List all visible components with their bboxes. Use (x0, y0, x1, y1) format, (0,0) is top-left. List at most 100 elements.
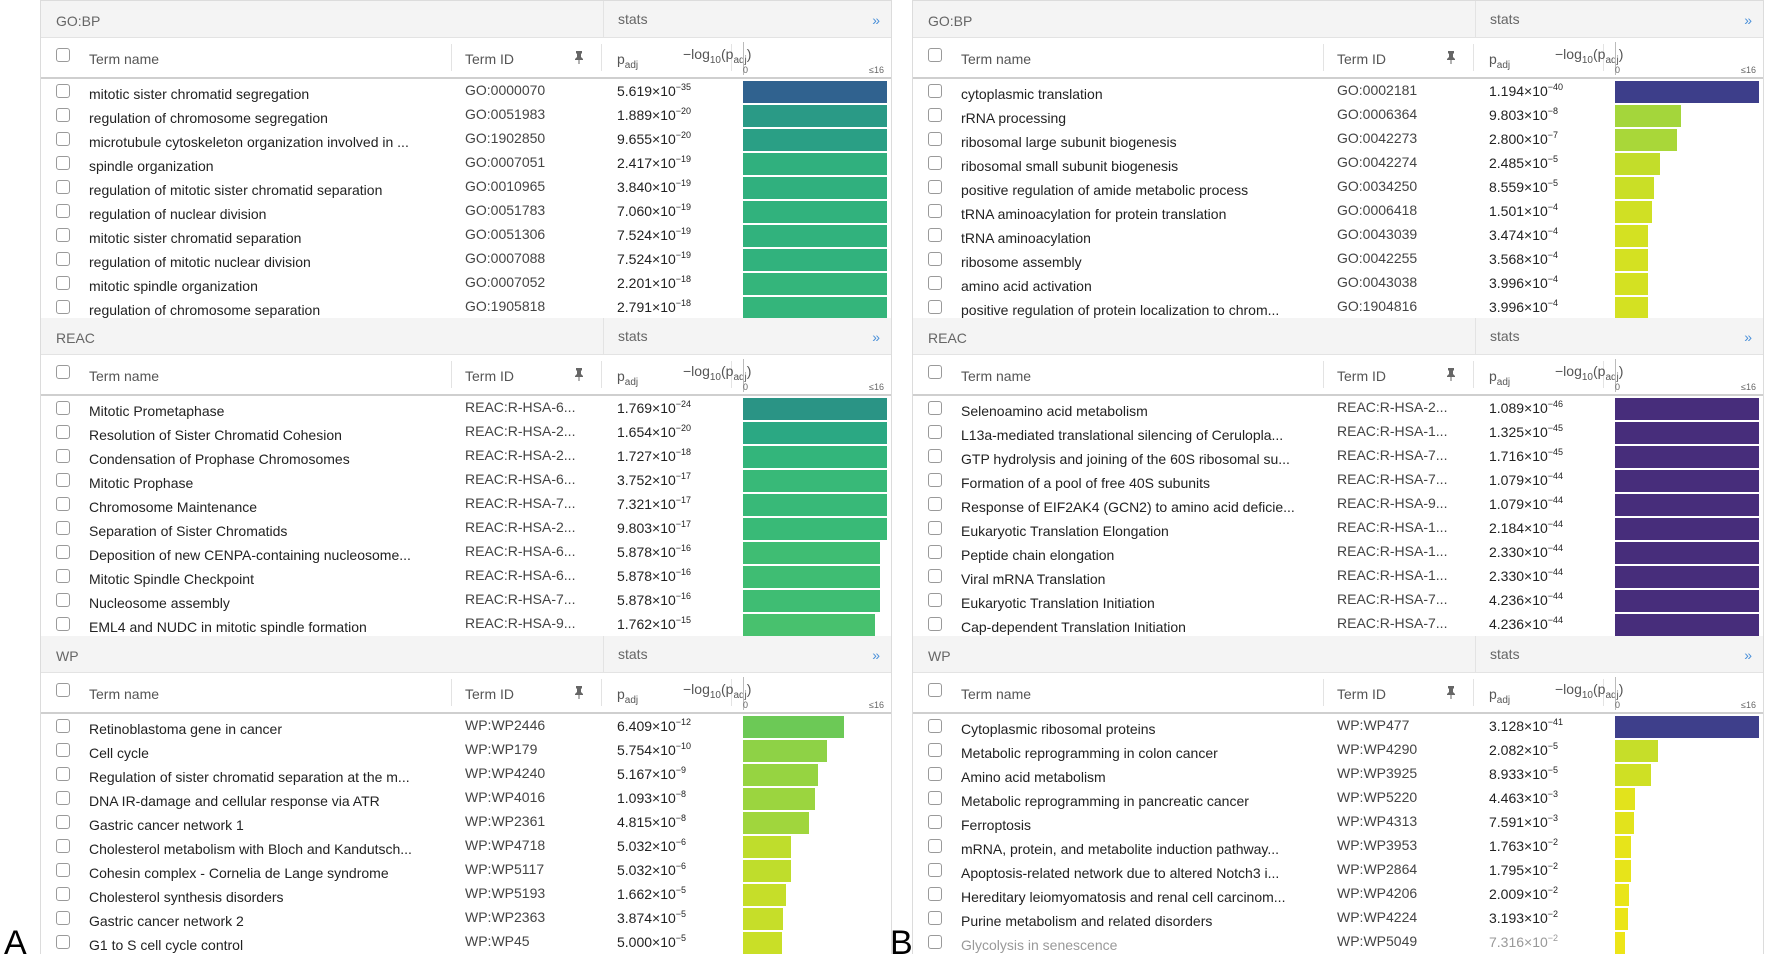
table-row[interactable]: Viral mRNA Translation REAC:R-HSA-1... 2.3… (913, 565, 1763, 589)
log-padj-header[interactable]: −log10(padj) (1555, 681, 1623, 701)
row-checkbox[interactable] (56, 132, 70, 146)
row-checkbox[interactable] (56, 84, 70, 98)
significance-bar[interactable] (743, 422, 887, 444)
significance-bar[interactable] (1615, 542, 1759, 564)
term-id[interactable]: GO:0010965 (465, 178, 546, 194)
term-name[interactable]: cytoplasmic translation (961, 86, 1103, 102)
term-id[interactable]: GO:0042274 (1337, 154, 1418, 170)
term-name-header[interactable]: Term name (961, 686, 1032, 702)
row-checkbox[interactable] (56, 791, 70, 805)
term-name[interactable]: positive regulation of amide metabolic p… (961, 182, 1249, 198)
term-name[interactable]: Selenoamino acid metabolism (961, 403, 1148, 419)
significance-bar[interactable] (743, 494, 887, 516)
row-checkbox[interactable] (928, 839, 942, 853)
term-name-header[interactable]: Term name (89, 51, 160, 67)
row-checkbox[interactable] (56, 425, 70, 439)
select-all-checkbox[interactable] (56, 683, 70, 697)
row-checkbox[interactable] (928, 449, 942, 463)
expand-icon[interactable]: » (1744, 647, 1752, 663)
term-id[interactable]: GO:1904816 (1337, 298, 1418, 314)
log-padj-header[interactable]: −log10(padj) (683, 681, 751, 701)
term-id[interactable]: REAC:R-HSA-7... (1337, 591, 1448, 607)
row-checkbox[interactable] (56, 228, 70, 242)
table-row[interactable]: Eukaryotic Translation Initiation REAC:R-… (913, 589, 1763, 613)
pin-icon[interactable] (573, 50, 585, 64)
table-row[interactable]: Purine metabolism and related disorders W… (913, 907, 1763, 931)
expand-icon[interactable]: » (872, 647, 880, 663)
table-row[interactable]: Gastric cancer network 1 WP:WP2361 4.815×1… (41, 811, 891, 835)
significance-bar[interactable] (1615, 932, 1625, 954)
significance-bar[interactable] (743, 201, 887, 223)
significance-bar[interactable] (1615, 422, 1759, 444)
significance-bar[interactable] (743, 740, 827, 762)
significance-bar[interactable] (743, 81, 887, 103)
term-name[interactable]: positive regulation of protein localizat… (961, 302, 1280, 318)
term-id[interactable]: REAC:R-HSA-6... (465, 471, 576, 487)
term-id[interactable]: REAC:R-HSA-2... (1337, 399, 1448, 415)
term-name[interactable]: regulation of mitotic nuclear division (89, 254, 311, 270)
term-name[interactable]: GTP hydrolysis and joining of the 60S ri… (961, 451, 1290, 467)
table-row[interactable]: regulation of nuclear division GO:0051783… (41, 200, 891, 224)
row-checkbox[interactable] (928, 863, 942, 877)
term-name[interactable]: regulation of nuclear division (89, 206, 267, 222)
term-name[interactable]: mitotic sister chromatid separation (89, 230, 302, 246)
row-checkbox[interactable] (56, 276, 70, 290)
select-all-checkbox[interactable] (928, 683, 942, 697)
row-checkbox[interactable] (928, 228, 942, 242)
significance-bar[interactable] (743, 908, 783, 930)
significance-bar[interactable] (743, 225, 887, 247)
table-row[interactable]: cytoplasmic translation GO:0002181 1.194×1… (913, 80, 1763, 104)
significance-bar[interactable] (1615, 470, 1759, 492)
row-checkbox[interactable] (928, 791, 942, 805)
table-row[interactable]: positive regulation of amide metabolic p… (913, 176, 1763, 200)
table-row[interactable]: Metabolic reprogramming in pancreatic ca… (913, 787, 1763, 811)
row-checkbox[interactable] (56, 743, 70, 757)
term-id[interactable]: WP:WP2864 (1337, 861, 1418, 877)
row-checkbox[interactable] (56, 204, 70, 218)
significance-bar[interactable] (743, 614, 875, 636)
term-id-header[interactable]: Term ID (1337, 368, 1386, 384)
table-row[interactable]: Nucleosome assembly REAC:R-HSA-7... 5.878×… (41, 589, 891, 613)
row-checkbox[interactable] (56, 401, 70, 415)
term-id[interactable]: GO:0000070 (465, 82, 546, 98)
significance-bar[interactable] (1615, 788, 1635, 810)
row-checkbox[interactable] (928, 401, 942, 415)
term-id[interactable]: GO:0051983 (465, 106, 546, 122)
table-row[interactable]: Cholesterol synthesis disorders WP:WP5193… (41, 883, 891, 907)
term-id[interactable]: WP:WP2446 (465, 717, 546, 733)
term-name[interactable]: regulation of chromosome segregation (89, 110, 328, 126)
table-row[interactable]: Amino acid metabolism WP:WP3925 8.933×10−5 (913, 763, 1763, 787)
table-row[interactable]: Selenoamino acid metabolism REAC:R-HSA-2.… (913, 397, 1763, 421)
pin-icon[interactable] (573, 685, 585, 699)
term-id[interactable]: WP:WP5193 (465, 885, 546, 901)
term-name[interactable]: Deposition of new CENPA-containing nucle… (89, 547, 411, 563)
row-checkbox[interactable] (928, 617, 942, 631)
table-row[interactable]: amino acid activation GO:0043038 3.996×10−… (913, 272, 1763, 296)
significance-bar[interactable] (743, 764, 818, 786)
padj-header[interactable]: padj (1489, 51, 1510, 71)
significance-bar[interactable] (743, 177, 887, 199)
table-row[interactable]: Separation of Sister Chromatids REAC:R-HS… (41, 517, 891, 541)
pin-icon[interactable] (1445, 50, 1457, 64)
term-name[interactable]: Formation of a pool of free 40S subunits (961, 475, 1211, 491)
significance-bar[interactable] (743, 398, 887, 420)
row-checkbox[interactable] (56, 839, 70, 853)
term-name[interactable]: spindle organization (89, 158, 214, 174)
term-id[interactable]: REAC:R-HSA-1... (1337, 423, 1448, 439)
term-name[interactable]: G1 to S cell cycle control (89, 937, 244, 953)
term-name[interactable]: DNA IR-damage and cellular response via … (89, 793, 380, 809)
table-row[interactable]: Retinoblastoma gene in cancer WP:WP2446 6.… (41, 715, 891, 739)
term-id[interactable]: GO:0043039 (1337, 226, 1418, 242)
term-name[interactable]: Metabolic reprogramming in colon cancer (961, 745, 1218, 761)
significance-bar[interactable] (743, 788, 815, 810)
table-row[interactable]: Chromosome Maintenance REAC:R-HSA-7... 7.3… (41, 493, 891, 517)
row-checkbox[interactable] (928, 473, 942, 487)
term-name[interactable]: Peptide chain elongation (961, 547, 1115, 563)
table-row[interactable]: microtubule cytoskeleton organization in… (41, 128, 891, 152)
significance-bar[interactable] (1615, 740, 1658, 762)
term-id-header[interactable]: Term ID (465, 51, 514, 67)
significance-bar[interactable] (1615, 177, 1654, 199)
significance-bar[interactable] (1615, 81, 1759, 103)
term-name[interactable]: Condensation of Prophase Chromosomes (89, 451, 350, 467)
term-name[interactable]: Apoptosis-related network due to altered… (961, 865, 1280, 881)
